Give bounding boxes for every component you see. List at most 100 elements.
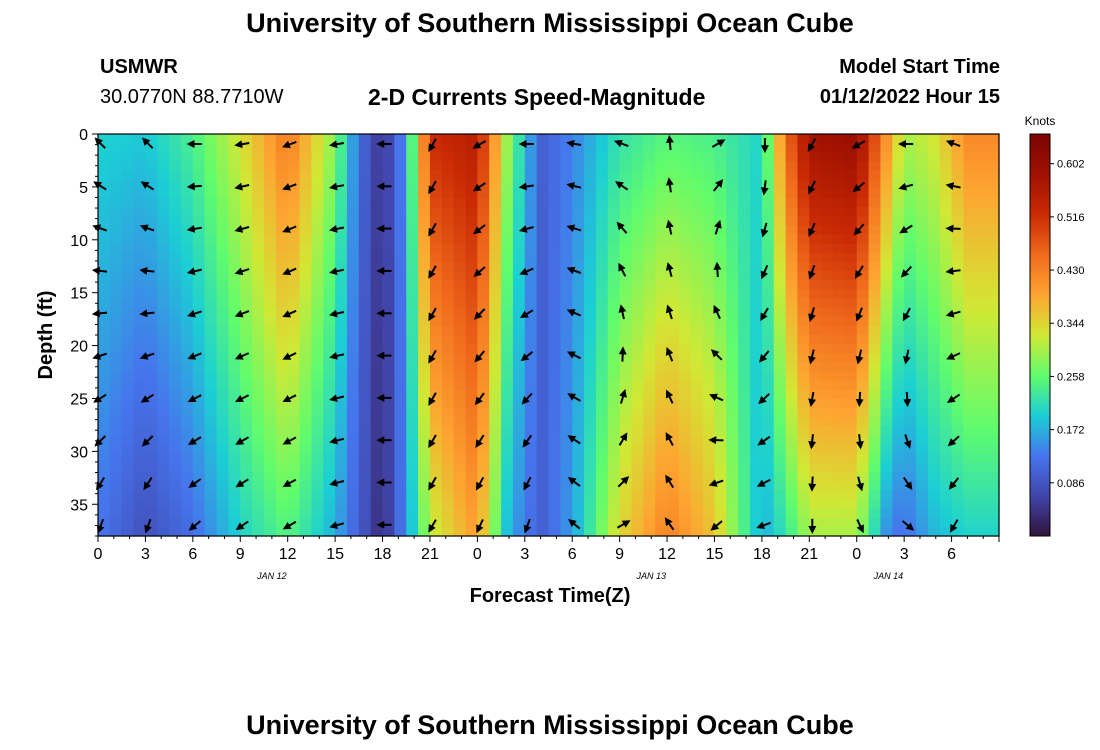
heatmap-cell bbox=[975, 499, 988, 510]
heatmap-cell bbox=[192, 197, 206, 208]
heatmap-cell bbox=[323, 134, 336, 144]
heatmap-cell bbox=[418, 335, 431, 345]
heatmap-cell bbox=[631, 426, 644, 437]
heatmap-cell bbox=[501, 252, 514, 263]
heatmap-cell bbox=[572, 307, 585, 318]
heatmap-cell bbox=[109, 252, 123, 263]
heatmap-cell bbox=[821, 152, 834, 163]
heatmap-cell bbox=[797, 234, 810, 245]
heatmap-cell bbox=[785, 134, 799, 144]
heatmap-cell bbox=[394, 216, 407, 226]
heatmap-cell bbox=[916, 453, 929, 464]
heatmap-cell bbox=[263, 335, 277, 345]
heatmap-cell bbox=[382, 499, 395, 510]
heatmap-cell bbox=[157, 444, 170, 455]
heatmap-cell bbox=[323, 170, 336, 181]
heatmap-cell bbox=[785, 261, 799, 272]
colorbar-label: Knots bbox=[1025, 114, 1056, 128]
heatmap-cell bbox=[489, 435, 502, 446]
heatmap-cell bbox=[501, 417, 514, 427]
heatmap-cell bbox=[536, 243, 550, 254]
heatmap-cell bbox=[157, 161, 170, 172]
heatmap-cell bbox=[370, 161, 384, 172]
heatmap-cell bbox=[821, 335, 834, 345]
heatmap-cell bbox=[631, 389, 644, 400]
heatmap-cell bbox=[477, 252, 490, 263]
y-tick-label: 30 bbox=[70, 444, 88, 461]
heatmap-cell bbox=[939, 225, 953, 236]
heatmap-cell bbox=[702, 271, 716, 281]
heatmap-cell bbox=[275, 179, 289, 190]
heatmap-cell bbox=[667, 161, 680, 172]
heatmap-cell bbox=[667, 316, 680, 327]
heatmap-cell bbox=[880, 362, 893, 373]
heatmap-cell bbox=[987, 490, 1000, 501]
heatmap-cell bbox=[797, 161, 810, 172]
heatmap-cell bbox=[465, 408, 478, 418]
heatmap-cell bbox=[560, 252, 573, 263]
heatmap-cell bbox=[785, 335, 799, 345]
heatmap-cell bbox=[560, 472, 573, 482]
current-arrow bbox=[946, 352, 961, 360]
heatmap-cell bbox=[465, 353, 478, 364]
heatmap-cell bbox=[714, 481, 727, 491]
current-arrow bbox=[96, 476, 106, 491]
heatmap-cell bbox=[738, 435, 751, 446]
heatmap-cell bbox=[702, 170, 716, 181]
current-arrow bbox=[808, 349, 816, 365]
heatmap-cell bbox=[844, 481, 858, 491]
heatmap-cell bbox=[714, 307, 727, 318]
heatmap-cell bbox=[560, 207, 573, 217]
heatmap-cell bbox=[584, 508, 597, 519]
heatmap-cell bbox=[335, 453, 348, 464]
heatmap-cell bbox=[358, 472, 372, 482]
heatmap-cell bbox=[180, 389, 194, 400]
heatmap-cell bbox=[536, 380, 550, 391]
heatmap-cell bbox=[406, 298, 419, 309]
heatmap-cell bbox=[346, 143, 360, 153]
heatmap-cell bbox=[797, 197, 810, 208]
heatmap-cell bbox=[916, 216, 929, 226]
heatmap-cell bbox=[453, 371, 467, 382]
heatmap-cell bbox=[773, 517, 787, 528]
heatmap-cell bbox=[204, 444, 218, 455]
heatmap-cell bbox=[299, 234, 312, 245]
heatmap-cell bbox=[761, 398, 775, 409]
heatmap-cell bbox=[750, 152, 763, 163]
heatmap-cell bbox=[418, 307, 431, 318]
heatmap-cell bbox=[311, 353, 324, 364]
heatmap-cell bbox=[560, 481, 573, 491]
heatmap-cell bbox=[382, 207, 395, 217]
heatmap-cell bbox=[299, 134, 312, 144]
heatmap-cell bbox=[109, 426, 123, 437]
heatmap-cell bbox=[714, 462, 727, 473]
heatmap-cell bbox=[809, 389, 822, 400]
heatmap-cell bbox=[524, 453, 538, 464]
heatmap-cell bbox=[678, 481, 692, 491]
heatmap-cell bbox=[192, 408, 206, 418]
heatmap-cell bbox=[655, 280, 668, 290]
current-arrow bbox=[808, 222, 816, 238]
heatmap-cell bbox=[240, 453, 253, 464]
heatmap-cell bbox=[346, 289, 360, 300]
heatmap-cell bbox=[536, 134, 550, 144]
heatmap-cell bbox=[311, 435, 324, 446]
heatmap-cell bbox=[726, 371, 739, 382]
heatmap-cell bbox=[880, 435, 893, 446]
heatmap-cell bbox=[311, 398, 324, 409]
heatmap-cell bbox=[358, 271, 372, 281]
heatmap-cell bbox=[572, 243, 585, 254]
heatmap-cell bbox=[275, 362, 289, 373]
heatmap-cell bbox=[738, 234, 751, 245]
heatmap-cell bbox=[951, 134, 965, 144]
current-arrow bbox=[522, 434, 533, 448]
heatmap-cell bbox=[406, 271, 419, 281]
heatmap-cell bbox=[868, 526, 882, 537]
heatmap-cell bbox=[809, 517, 822, 528]
heatmap-cell bbox=[714, 243, 727, 254]
heatmap-cell bbox=[963, 207, 976, 217]
heatmap-cell bbox=[595, 197, 609, 208]
current-arrow bbox=[759, 350, 770, 363]
heatmap-cell bbox=[619, 134, 633, 144]
heatmap-cell bbox=[216, 197, 230, 208]
